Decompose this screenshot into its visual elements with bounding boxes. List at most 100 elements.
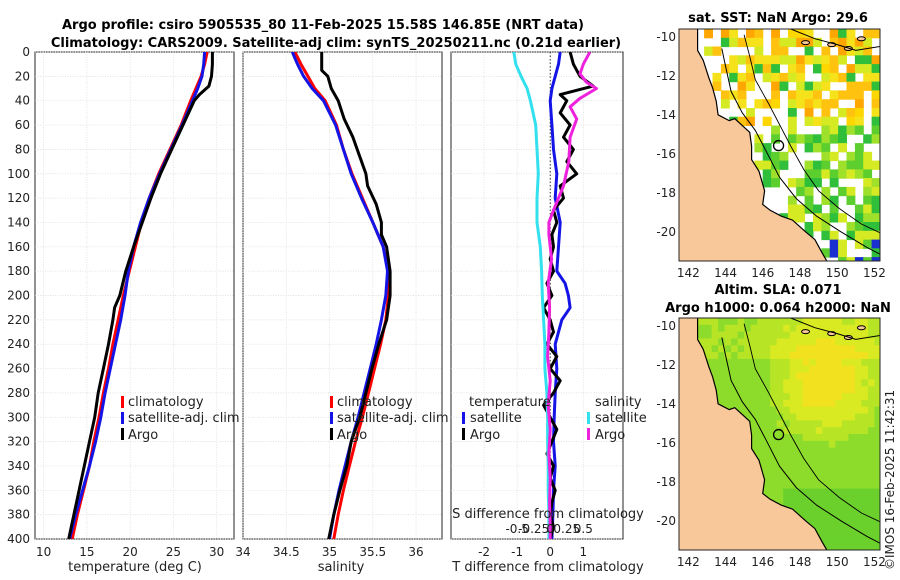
sla-cell bbox=[776, 352, 784, 360]
sla-cell bbox=[776, 495, 784, 503]
sla-cell bbox=[731, 358, 739, 367]
sst-cell bbox=[838, 239, 847, 249]
sla-cell bbox=[776, 481, 784, 490]
sla-cell bbox=[744, 338, 752, 346]
sla-cell bbox=[841, 536, 849, 544]
sla-cell bbox=[828, 474, 836, 483]
sla-cell bbox=[802, 434, 810, 442]
sla-cell bbox=[776, 365, 784, 374]
sla-cell bbox=[718, 365, 726, 374]
sst-cell bbox=[813, 99, 822, 109]
sla-cell bbox=[796, 502, 804, 510]
sla-cell bbox=[776, 338, 784, 346]
sla-cell bbox=[757, 393, 765, 401]
sst-cell bbox=[854, 230, 864, 241]
sla-cell bbox=[809, 454, 817, 462]
sla-cell bbox=[796, 345, 804, 353]
sla-cell bbox=[815, 461, 823, 469]
sla-cell bbox=[776, 372, 784, 380]
sla-cell bbox=[802, 488, 810, 496]
sla-cell bbox=[835, 352, 843, 360]
sla-cell bbox=[867, 365, 875, 374]
sst-cell bbox=[821, 222, 831, 232]
sla-cell bbox=[705, 352, 713, 360]
sla-cell bbox=[848, 365, 856, 374]
sla-cell bbox=[828, 543, 836, 550]
sla-cell bbox=[848, 393, 856, 401]
sla-cell bbox=[796, 488, 804, 496]
sla-cell bbox=[867, 399, 875, 408]
s-tick-label: -0.5 bbox=[505, 522, 528, 536]
sla-map-title-line2: Argo h1000: 0.064 h2000: NaN bbox=[665, 301, 891, 316]
sla-cell bbox=[796, 427, 804, 435]
sla-cell bbox=[867, 318, 875, 326]
sst-cell bbox=[838, 213, 847, 223]
sla-cell bbox=[750, 365, 758, 374]
sla-cell bbox=[783, 495, 791, 503]
sst-cell bbox=[880, 108, 889, 117]
sla-cell bbox=[776, 420, 784, 428]
sst-cell bbox=[829, 29, 839, 39]
sst-cell bbox=[838, 90, 847, 100]
sla-cell bbox=[802, 427, 810, 435]
sla-cell bbox=[861, 352, 869, 360]
sla-cell bbox=[841, 372, 849, 380]
sst-cell bbox=[804, 160, 814, 170]
sla-cell bbox=[841, 461, 849, 469]
sla-cell bbox=[815, 386, 823, 394]
sla-cell bbox=[861, 399, 869, 408]
s-tick-label: 0.25 bbox=[553, 522, 580, 536]
sla-cell bbox=[848, 447, 856, 455]
sla-cell bbox=[835, 331, 843, 339]
sla-cell bbox=[789, 502, 797, 510]
sla-cell bbox=[815, 338, 823, 346]
sla-cell bbox=[750, 345, 758, 353]
sla-cell bbox=[848, 358, 856, 367]
sst-cell bbox=[804, 90, 814, 100]
sla-cell bbox=[854, 502, 862, 510]
sla-cell bbox=[835, 386, 843, 394]
sla-cell bbox=[822, 515, 830, 524]
sla-cell bbox=[822, 543, 830, 550]
sla-cell bbox=[802, 331, 810, 339]
sst-cell bbox=[863, 178, 873, 188]
sla-cell bbox=[867, 461, 875, 469]
sla-cell bbox=[848, 352, 856, 360]
sla-cell bbox=[750, 372, 758, 380]
sla-cell bbox=[757, 399, 765, 408]
sla-cell bbox=[815, 318, 823, 326]
sla-cell bbox=[802, 509, 810, 517]
figure-title-line1: Argo profile: csiro 5905535_80 11-Feb-20… bbox=[62, 18, 584, 33]
sst-cell bbox=[771, 151, 780, 162]
sla-cell bbox=[841, 318, 849, 326]
sst-cell bbox=[880, 196, 889, 205]
sla-cell bbox=[828, 522, 836, 531]
sla-cell bbox=[835, 502, 843, 510]
sla-cell bbox=[828, 488, 836, 496]
sla-cell bbox=[822, 338, 830, 346]
sst-cell bbox=[779, 151, 789, 162]
depth-tick-label: 20 bbox=[15, 69, 30, 83]
sla-cell bbox=[763, 393, 771, 401]
sst-cell bbox=[846, 195, 856, 205]
sla-cell bbox=[770, 379, 778, 387]
sla-cell bbox=[828, 406, 836, 415]
sla-cell bbox=[874, 331, 880, 339]
sla-cell bbox=[705, 338, 713, 346]
sla-cell bbox=[867, 481, 875, 490]
sla-cell bbox=[809, 495, 817, 503]
sst-cell bbox=[746, 29, 755, 39]
sla-cell bbox=[874, 386, 880, 394]
sla-cell bbox=[841, 502, 849, 510]
sla-cell bbox=[867, 413, 875, 421]
sla-cell bbox=[796, 406, 804, 415]
depth-tick-label: 0 bbox=[22, 45, 30, 59]
sla-cell bbox=[744, 379, 752, 387]
sla-cell bbox=[776, 386, 784, 394]
sla-cell bbox=[789, 488, 797, 496]
sla-cell bbox=[789, 427, 797, 435]
sla-cell bbox=[835, 324, 843, 333]
salinity-xlabel: salinity bbox=[318, 560, 365, 575]
sla-cell bbox=[783, 454, 791, 462]
difference-legend: temperature satellite Argo salinity sate… bbox=[462, 395, 647, 443]
